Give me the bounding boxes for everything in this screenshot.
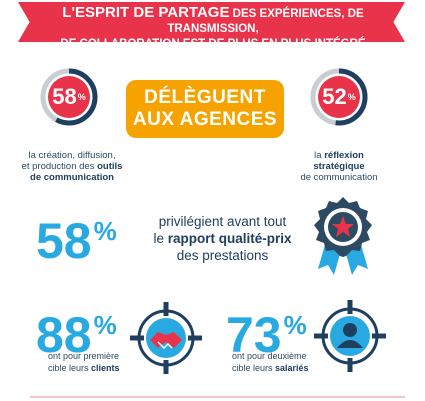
employees-caption-line2: cible leurs [232, 363, 276, 373]
middle-percent-unit: % [93, 216, 117, 246]
right-gauge-core [318, 76, 360, 118]
clients-percent: 88% [36, 300, 117, 360]
right-gauge-caption: la réflexion stratégique de communicatio… [286, 150, 392, 183]
middle-line2-pre: le [153, 231, 168, 246]
middle-percent-value: 58 [36, 213, 92, 269]
header-title-line1: DES EXPÉRIENCES, DE TRANSMISSION, [167, 8, 364, 35]
left-gauge-arc [40, 68, 98, 126]
employees-caption-line2-bold: salariés [275, 363, 309, 373]
badge-line1: DÉLÈGUENT [144, 87, 266, 108]
header-title-emphasis: L'ESPRIT DE PARTAGE [62, 4, 230, 21]
footer-divider [30, 396, 405, 398]
right-caption-line1: la [314, 150, 325, 161]
delegation-badge: DÉLÈGUENT AUX AGENCES [126, 80, 284, 138]
middle-line2-bold: rapport qualité-prix [167, 231, 292, 246]
clients-caption-line1: ont pour première [48, 351, 120, 361]
employees-caption: ont pour deuxième cible leurs salariés [232, 350, 342, 374]
right-caption-line3: de communication [300, 172, 378, 183]
left-gauge-value: 58 [52, 84, 77, 109]
handshake-target-icon [130, 302, 202, 374]
employees-percent-unit: % [283, 310, 307, 340]
middle-statement: privilégient avant tout le rapport quali… [140, 213, 305, 264]
right-percent-gauge: 52% [308, 66, 370, 128]
left-caption-line2: et production des [21, 161, 98, 172]
clients-caption-line2-bold: clients [91, 363, 120, 373]
left-gauge-label: 58% [38, 66, 100, 128]
left-gauge-ring [40, 68, 98, 126]
header-title: L'ESPRIT DE PARTAGE DES EXPÉRIENCES, DE … [28, 5, 398, 52]
left-caption-line3-bold: de communication [30, 172, 114, 183]
clients-caption-line2: cible leurs [48, 363, 92, 373]
left-percent-gauge: 58% [38, 66, 100, 128]
clients-caption: ont pour première cible leurs clients [48, 350, 158, 374]
right-caption-line2-bold: stratégique [313, 161, 365, 172]
left-caption-line2-bold: outils [97, 161, 123, 172]
middle-percent: 58% [36, 206, 117, 266]
right-gauge-ring [310, 68, 368, 126]
header-banner [18, 2, 405, 42]
employees-percent: 73% [226, 300, 307, 360]
left-gauge-unit: % [77, 92, 86, 102]
left-gauge-caption: la création, diffusion, et production de… [18, 150, 126, 183]
person-target-icon [314, 300, 386, 372]
right-gauge-value: 52 [322, 84, 347, 109]
right-caption-line1-bold: réflexion [324, 150, 364, 161]
clients-percent-value: 88 [36, 307, 92, 363]
left-caption-line1: la création, diffusion, [28, 150, 116, 161]
left-gauge-core [48, 76, 90, 118]
employees-caption-line1: ont pour deuxième [232, 351, 307, 361]
middle-line3: des prestations [176, 248, 269, 263]
clients-percent-unit: % [93, 310, 117, 340]
medal-icon [310, 195, 376, 282]
employees-percent-value: 73 [226, 307, 282, 363]
header-title-line2: DE COLLABORATION EST DE PLUS EN PLUS INT… [60, 38, 366, 50]
middle-line1: privilégient avant tout [158, 214, 287, 229]
badge-line2: AUX AGENCES [132, 109, 278, 130]
right-gauge-unit: % [347, 92, 356, 102]
right-gauge-arc [310, 68, 368, 126]
right-gauge-label: 52% [308, 66, 370, 128]
